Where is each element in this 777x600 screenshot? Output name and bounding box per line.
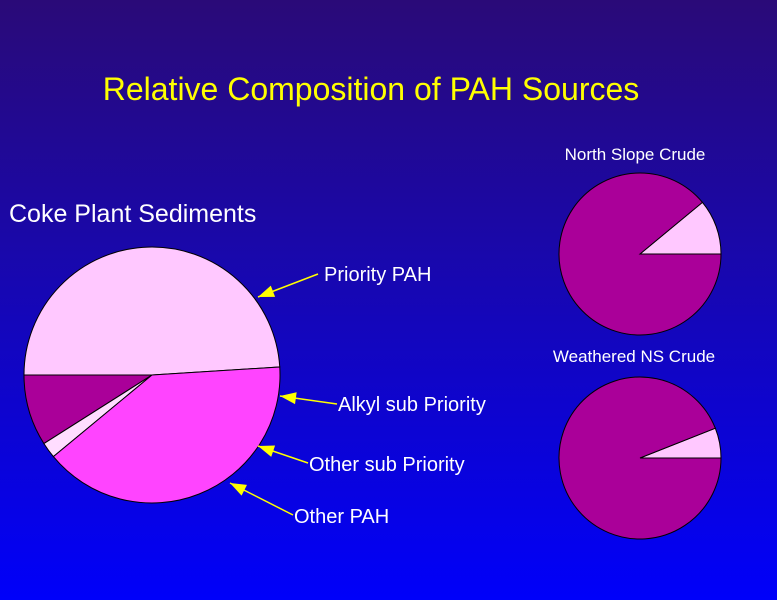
weathered-title: Weathered NS Crude bbox=[553, 347, 715, 366]
pie-0-slice-3 bbox=[52, 366, 281, 504]
arrow-alkyl-sub-priority bbox=[279, 392, 338, 405]
slide-title: Relative Composition of PAH Sources bbox=[103, 71, 640, 107]
label-other-sub-priority: Other sub Priority bbox=[309, 454, 465, 476]
coke-plant-title: Coke Plant Sediments bbox=[9, 200, 256, 228]
pie-0-slice-0 bbox=[23, 246, 281, 376]
label-priority-pah: Priority PAH bbox=[324, 264, 431, 286]
arrow-other-sub-priority bbox=[257, 445, 309, 464]
arrow-other-pah bbox=[229, 482, 294, 516]
north-slope-title: North Slope Crude bbox=[565, 145, 706, 164]
label-alkyl-sub-priority: Alkyl sub Priority bbox=[338, 394, 486, 416]
arrow-priority-pah bbox=[257, 273, 319, 298]
label-other-pah: Other PAH bbox=[294, 506, 389, 528]
pie-1-slice-1 bbox=[558, 172, 722, 336]
pie-2-slice-1 bbox=[558, 376, 722, 540]
